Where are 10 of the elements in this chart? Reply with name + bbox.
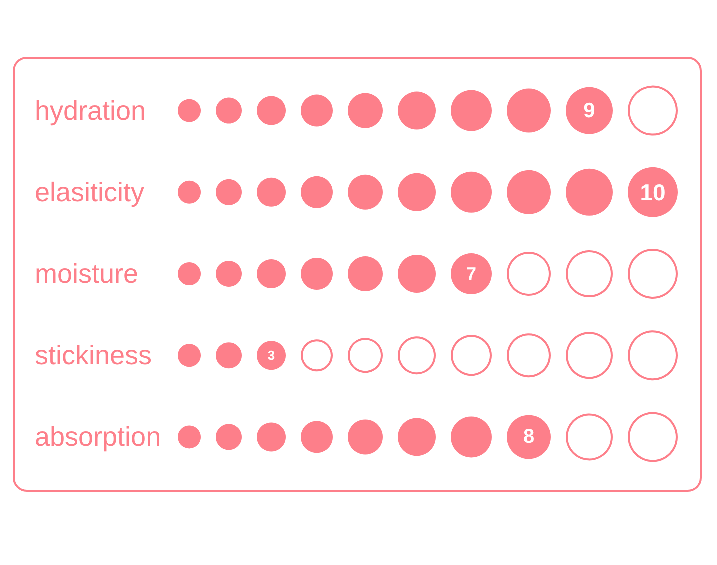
data-label: 10: [640, 179, 666, 206]
data-label: 7: [466, 264, 477, 284]
category-label: hydration: [35, 96, 146, 126]
category-label: stickiness: [35, 340, 152, 371]
category-label: elasiticity: [35, 177, 146, 208]
data-label: 8: [523, 426, 535, 448]
data-label: 3: [268, 348, 276, 364]
category-label: moisture: [35, 259, 139, 289]
data-label: 9: [584, 99, 596, 122]
category-label: absorption: [35, 422, 162, 452]
